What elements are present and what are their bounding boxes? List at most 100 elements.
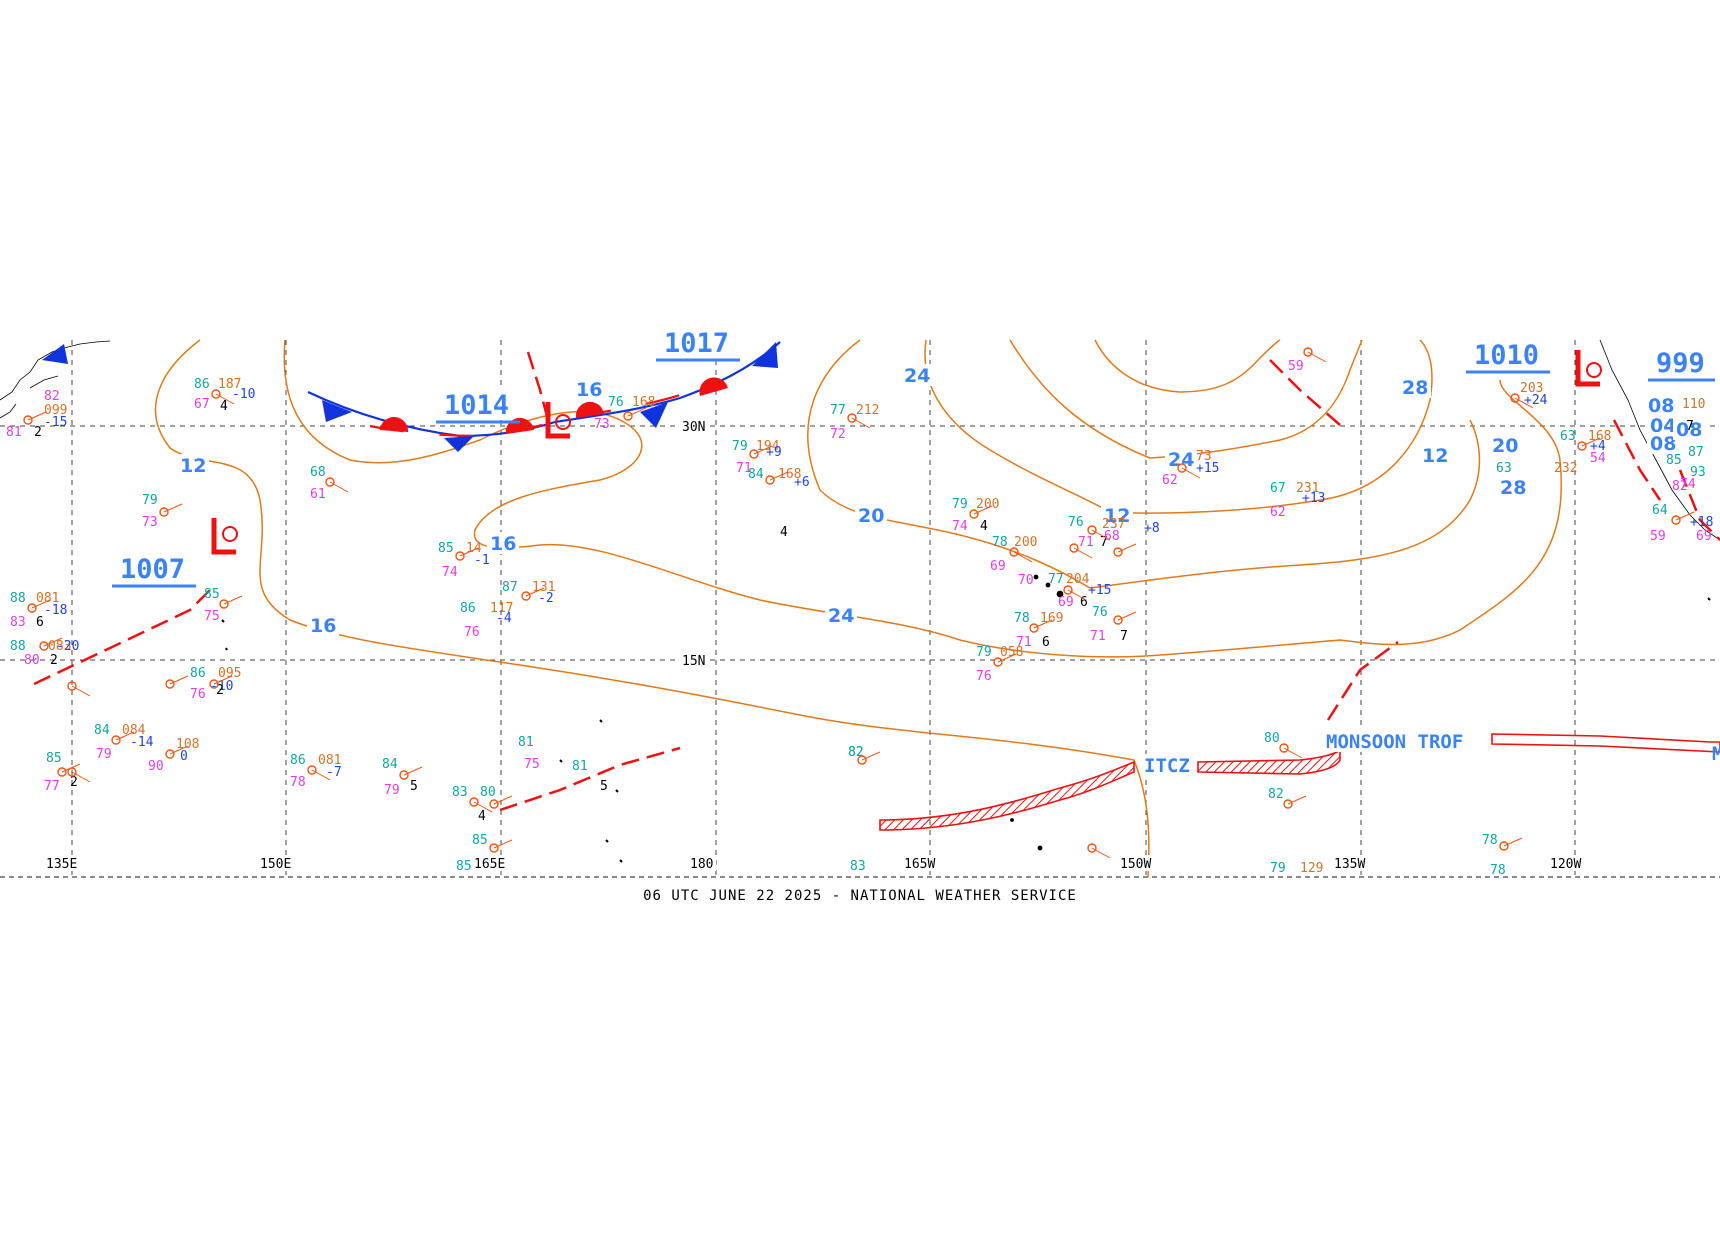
low-1007-center <box>222 526 238 542</box>
station-value: 76 <box>1068 515 1084 530</box>
lat-label-15n: 15N <box>682 654 705 669</box>
station-value: 5 <box>410 779 418 794</box>
station-value: 68 <box>1104 529 1120 544</box>
station-value: 081 <box>36 591 59 606</box>
itcz-east-band <box>1197 748 1341 775</box>
station-value: 76 <box>464 625 480 640</box>
station-value: 7 <box>1120 629 1128 644</box>
wind-barb <box>1067 589 1087 601</box>
wind-barb <box>1307 351 1327 363</box>
station-value: 54 <box>1590 451 1606 466</box>
wind-barb <box>493 839 513 849</box>
isobars <box>154 339 1562 878</box>
station-marker <box>165 749 175 759</box>
wind-barb <box>1117 611 1137 621</box>
warm-front-bump <box>699 377 728 396</box>
station-value: 4 <box>980 519 988 534</box>
station-value: +15 <box>1088 583 1111 598</box>
station-value: 78 <box>1014 611 1030 626</box>
station-value: 79 <box>976 645 992 660</box>
pacific-island <box>1010 818 1014 822</box>
trough-north-180 <box>526 351 550 421</box>
station-marker <box>857 755 867 765</box>
station-value: 85 <box>1666 453 1682 468</box>
low-1010-letter <box>1575 350 1600 387</box>
station-value: -15 <box>44 415 67 430</box>
station-marker <box>1671 515 1681 525</box>
wind-barb <box>1117 543 1137 553</box>
station-value: 76 <box>1092 605 1108 620</box>
wind-barb <box>1675 511 1695 521</box>
station-marker <box>39 641 49 651</box>
station-value: 78 <box>1482 833 1498 848</box>
station-value: 79 <box>732 439 748 454</box>
station-value: 63 <box>1496 461 1512 476</box>
station-value: -1 <box>474 553 490 568</box>
station-value: 6 <box>1042 635 1050 650</box>
wind-barb <box>311 769 331 781</box>
station-value: 84 <box>382 757 398 772</box>
isobar-1020 <box>807 339 1481 589</box>
station-value: 83 <box>452 785 468 800</box>
station-marker <box>1113 615 1123 625</box>
wind-barb <box>71 771 91 783</box>
station-value: 83 <box>10 615 26 630</box>
station-marker <box>111 735 121 745</box>
station-value: 70 <box>1018 573 1034 588</box>
wind-barb <box>769 471 789 481</box>
station-marker <box>1069 543 1079 553</box>
cold-front-tri <box>640 402 668 428</box>
station-value: 82 <box>44 389 60 404</box>
station-value: 200 <box>976 497 999 512</box>
station-value: 2 <box>216 683 224 698</box>
low-1007-letter <box>211 518 236 555</box>
wind-barb <box>459 547 479 557</box>
longitude-label: 120W <box>1550 857 1581 872</box>
trough-west <box>33 584 216 686</box>
trough-central <box>1269 359 1341 426</box>
station-value: 67 <box>1270 481 1286 496</box>
station-marker <box>969 509 979 519</box>
isobar-label: 16 <box>310 615 336 637</box>
station-value: +8 <box>1144 521 1160 536</box>
station-value: 129 <box>1300 861 1323 876</box>
station-marker <box>455 551 465 561</box>
americas-coast <box>1599 339 1720 541</box>
pacific-island-2 <box>1037 845 1043 851</box>
station-value: 59 <box>1288 359 1304 374</box>
map-caption: 06 UTC JUNE 22 2025 - NATIONAL WEATHER S… <box>643 888 1077 904</box>
station-value: 62 <box>1270 505 1286 520</box>
station-marker <box>57 767 67 777</box>
station-value: 73 <box>594 417 610 432</box>
station-value: 168 <box>778 467 801 482</box>
station-marker <box>325 477 335 487</box>
isobar-label: 28 <box>1402 377 1428 399</box>
graticule <box>0 340 1720 877</box>
station-value: 058 <box>1000 645 1023 660</box>
station-value: 7 <box>1686 419 1694 434</box>
station-value: 85 <box>46 751 62 766</box>
micronesia-dots <box>221 597 1711 863</box>
wind-barb <box>851 417 871 429</box>
station-value: 083 <box>48 639 71 654</box>
station-marker <box>23 415 33 425</box>
wind-barb <box>329 481 349 493</box>
isobar-1024 <box>924 339 1433 514</box>
pressure-center-value: 1007 <box>120 554 185 585</box>
isobar-1028 <box>1009 339 1363 459</box>
cold-front-tri <box>752 342 778 368</box>
station-value: 237 <box>1102 517 1125 532</box>
station-value: +4 <box>1590 439 1606 454</box>
isobar-label: 16 <box>490 533 516 555</box>
wind-barb <box>169 745 189 755</box>
wind-barb <box>71 685 91 697</box>
station-marker <box>209 679 219 689</box>
station-value: 87 <box>1688 445 1704 460</box>
station-value: 78 <box>992 535 1008 550</box>
station-value: 0 <box>180 749 188 764</box>
station-marker <box>847 413 857 423</box>
station-value: 86 <box>194 377 210 392</box>
station-value: 200 <box>1014 535 1037 550</box>
